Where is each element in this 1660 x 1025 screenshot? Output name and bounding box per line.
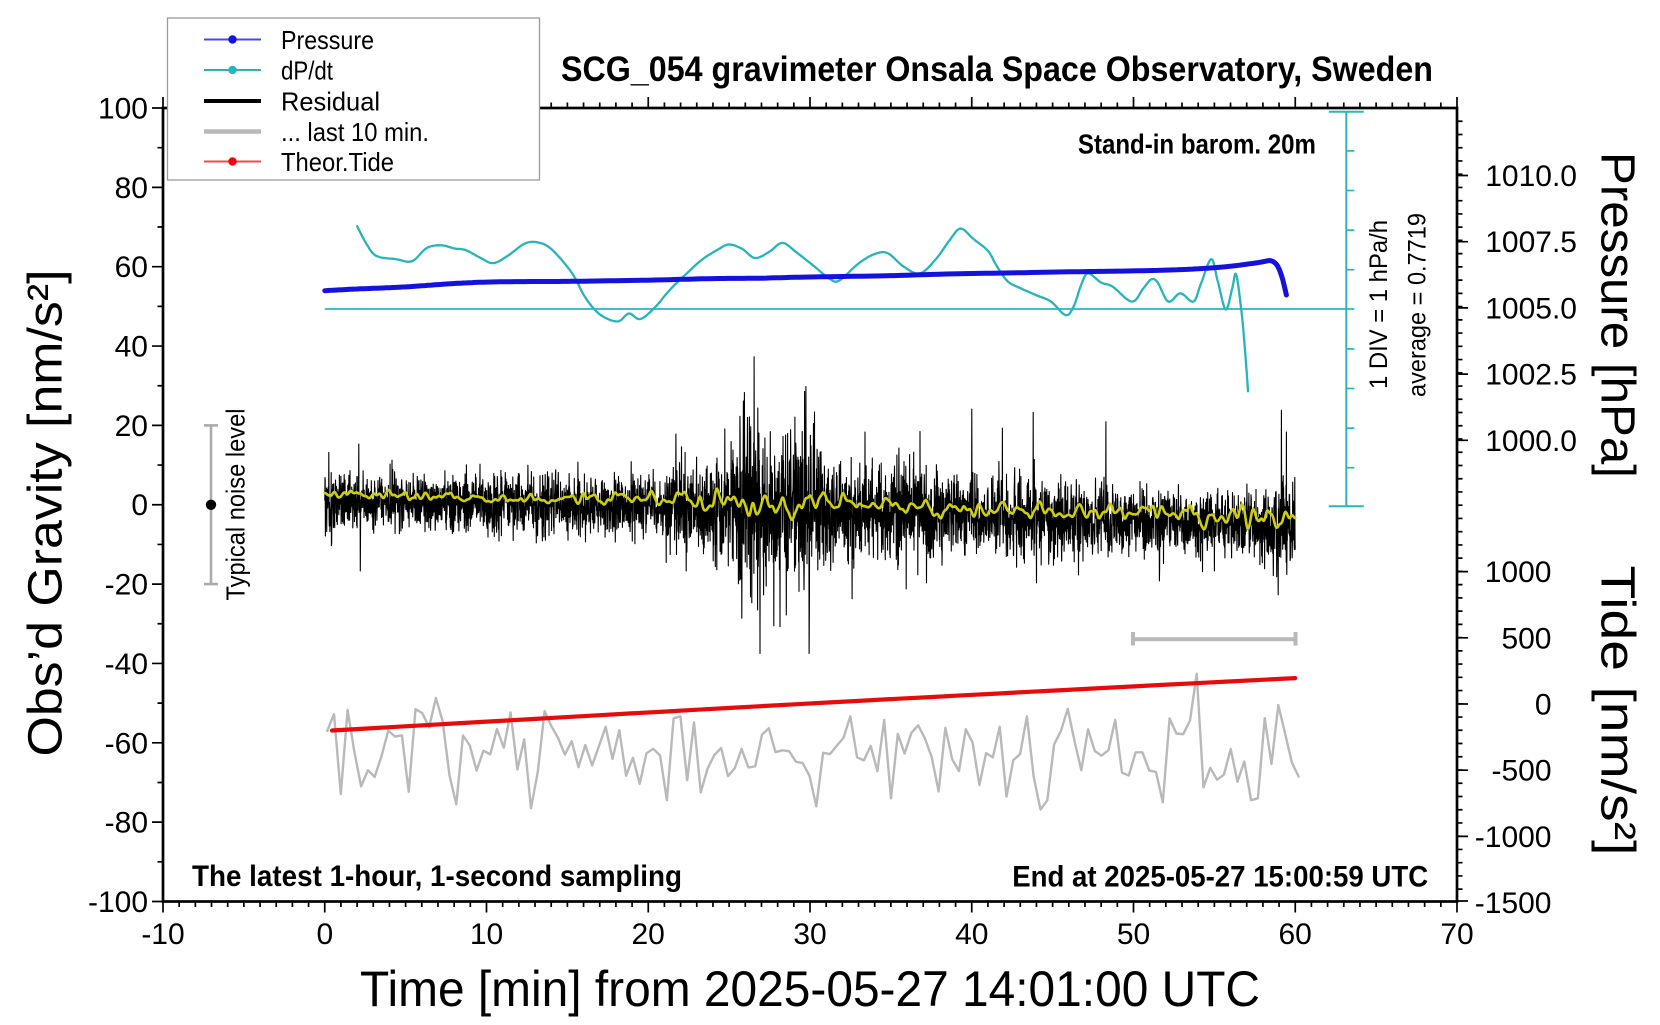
svg-text:-1000: -1000	[1475, 821, 1552, 854]
svg-text:1000.0: 1000.0	[1485, 425, 1577, 458]
svg-text:Theor.Tide: Theor.Tide	[281, 147, 394, 177]
svg-text:-500: -500	[1491, 755, 1551, 788]
svg-text:70: 70	[1440, 918, 1473, 951]
svg-text:30: 30	[793, 918, 826, 951]
svg-text:-100: -100	[88, 886, 148, 919]
svg-text:-20: -20	[105, 569, 148, 602]
svg-text:1010.0: 1010.0	[1485, 160, 1577, 193]
svg-text:Obs’d Gravity [nm/s²]: Obs’d Gravity [nm/s²]	[20, 270, 73, 757]
svg-text:SCG_054 gravimeter Onsala Spac: SCG_054 gravimeter Onsala Space Observat…	[561, 50, 1433, 89]
svg-text:-80: -80	[105, 807, 148, 840]
svg-text:0: 0	[131, 489, 148, 522]
svg-text:60: 60	[115, 251, 148, 284]
svg-text:dP/dt: dP/dt	[281, 56, 334, 86]
svg-text:Pressure [hPa]: Pressure [hPa]	[1591, 152, 1644, 478]
svg-text:40: 40	[955, 918, 988, 951]
svg-text:60: 60	[1279, 918, 1312, 951]
svg-text:50: 50	[1117, 918, 1150, 951]
svg-text:... last 10 min.: ... last 10 min.	[281, 117, 429, 147]
svg-text:Tide [nm/s²]: Tide [nm/s²]	[1591, 566, 1644, 856]
svg-text:100: 100	[98, 93, 148, 126]
svg-text:Typical noise level: Typical noise level	[221, 409, 251, 601]
svg-text:1000: 1000	[1485, 556, 1552, 589]
svg-text:20: 20	[115, 410, 148, 443]
svg-text:Pressure: Pressure	[281, 25, 374, 55]
svg-text:Time [min] from 2025-05-27 14:: Time [min] from 2025-05-27 14:01:00 UTC	[360, 961, 1260, 1017]
svg-text:The latest 1-hour, 1-second sa: The latest 1-hour, 1-second sampling	[192, 860, 682, 893]
svg-text:-40: -40	[105, 648, 148, 681]
svg-text:80: 80	[115, 172, 148, 205]
svg-text:1 DIV = 1 hPa/h: 1 DIV = 1 hPa/h	[1365, 220, 1393, 389]
svg-text:1005.0: 1005.0	[1485, 292, 1577, 325]
svg-text:End at 2025-05-27 15:00:59 UTC: End at 2025-05-27 15:00:59 UTC	[1012, 861, 1428, 894]
svg-text:500: 500	[1501, 622, 1551, 655]
svg-text:1007.5: 1007.5	[1485, 226, 1577, 259]
svg-text:Residual: Residual	[281, 87, 380, 117]
svg-text:20: 20	[632, 918, 665, 951]
svg-text:0: 0	[316, 918, 333, 951]
svg-text:10: 10	[470, 918, 503, 951]
svg-text:Stand-in barom. 20m: Stand-in barom. 20m	[1078, 129, 1316, 160]
svg-text:average = 0.7719: average = 0.7719	[1404, 213, 1432, 397]
svg-text:-60: -60	[105, 727, 148, 760]
svg-text:1002.5: 1002.5	[1485, 359, 1577, 392]
svg-text:-10: -10	[141, 918, 184, 951]
svg-text:0: 0	[1535, 689, 1552, 722]
svg-text:40: 40	[115, 331, 148, 364]
svg-text:-1500: -1500	[1475, 887, 1552, 920]
